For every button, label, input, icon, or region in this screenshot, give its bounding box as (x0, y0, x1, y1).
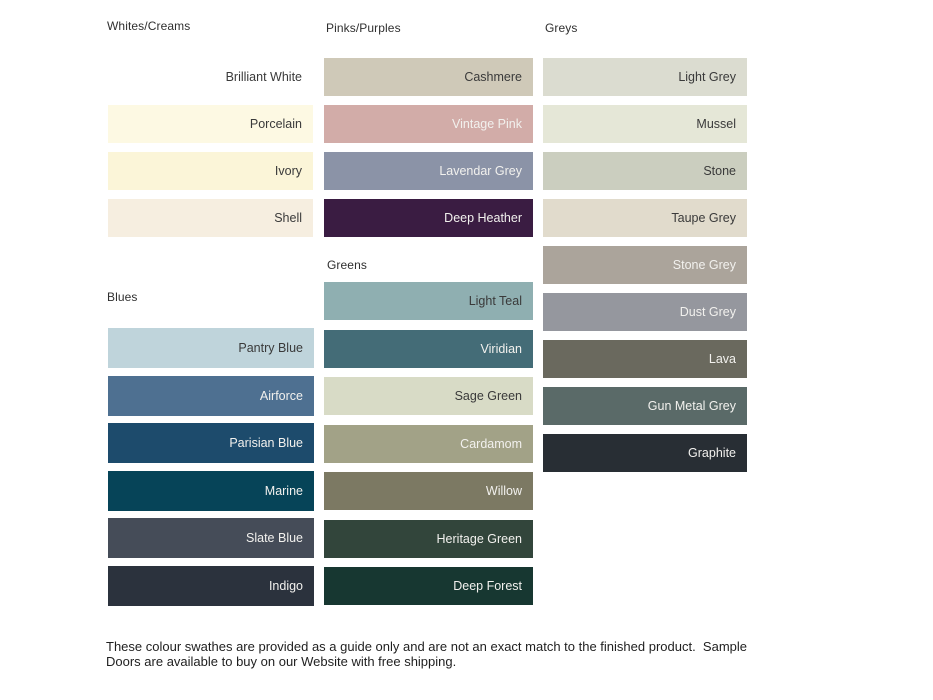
section-title-pinks-purples: Pinks/Purples (326, 21, 401, 35)
swatch-stack-greys: Light Grey Mussel Stone Taupe Grey Stone Gre… (543, 58, 747, 472)
swatch-porcelain: Porcelain (108, 105, 313, 143)
swatch-deep-heather: Deep Heather (324, 199, 533, 237)
swatch-label: Indigo (268, 578, 303, 593)
swatch-label: Ivory (274, 164, 302, 178)
swatch-label: Parisian Blue (229, 436, 303, 450)
swatch-label: Vintage Pink (452, 117, 522, 131)
swatch-ivory: Ivory (108, 152, 313, 190)
section-title-greens: Greens (327, 258, 367, 272)
swatch-cardamom: Cardamom (324, 424, 533, 463)
swatch-label: Graphite (688, 446, 736, 460)
swatch-stack-blues: Pantry Blue Airforce Parisian Blue Marine Sl… (108, 328, 314, 606)
swatch-label: Cardamom (460, 436, 522, 451)
swatch-stack-greens: Light Teal Viridian Sage Green Cardamom Will… (324, 282, 533, 605)
swatch-gun-metal-grey: Gun Metal Grey (543, 387, 747, 425)
swatch-label: Heritage Green (436, 531, 522, 546)
swatch-light-grey: Light Grey (543, 58, 747, 96)
swatch-stack-whites-creams: Brilliant White Porcelain Ivory Shell (108, 58, 313, 237)
swatch-label: Lava (708, 352, 736, 366)
swatch-sage-green: Sage Green (324, 377, 533, 415)
footer-note-line-1: These colour swathes are provided as a g… (106, 639, 747, 654)
swatch-lava: Lava (543, 340, 747, 378)
swatch-deep-forest: Deep Forest (324, 567, 533, 605)
footer-note-line-2: Doors are available to buy on our Websit… (106, 654, 457, 669)
swatch-stone-grey: Stone Grey (543, 246, 747, 284)
swatch-label: Sage Green (454, 389, 522, 403)
swatch-shell: Shell (108, 199, 313, 237)
swatch-label: Dust Grey (679, 305, 736, 319)
swatch-lavendar-grey: Lavendar Grey (324, 152, 533, 190)
swatch-vintage-pink: Vintage Pink (324, 105, 533, 143)
swatch-stack-pinks-purples: Cashmere Vintage Pink Lavendar Grey Deep He… (324, 58, 533, 237)
swatch-marine: Marine (108, 470, 314, 511)
swatch-label: Lavendar Grey (439, 164, 522, 178)
swatch-label: Stone (703, 164, 736, 178)
section-title-greys: Greys (545, 21, 578, 35)
swatch-label: Gun Metal Grey (647, 399, 736, 413)
swatch-label: Brilliant White (225, 70, 302, 84)
swatch-label: Light Teal (468, 294, 522, 308)
swatch-label: Shell (274, 211, 302, 225)
swatch-label: Slate Blue (246, 531, 303, 545)
swatch-label: Light Grey (678, 70, 736, 84)
swatch-graphite: Graphite (543, 434, 747, 472)
swatch-indigo: Indigo (108, 565, 314, 606)
swatch-parisian-blue: Parisian Blue (108, 423, 314, 463)
section-title-whites-creams: Whites/Creams (107, 19, 191, 33)
swatch-label: Airforce (259, 388, 303, 403)
swatch-label: Deep Forest (453, 579, 522, 593)
swatch-label: Cashmere (464, 70, 522, 84)
swatch-mussel: Mussel (543, 105, 747, 143)
swatch-viridian: Viridian (324, 329, 533, 368)
swatch-label: Stone Grey (672, 258, 736, 272)
swatch-heritage-green: Heritage Green (324, 519, 533, 558)
swatch-dust-grey: Dust Grey (543, 293, 747, 331)
swatch-label: Porcelain (249, 117, 302, 131)
swatch-label: Taupe Grey (671, 211, 736, 225)
swatch-label: Marine (264, 483, 303, 498)
swatch-label: Pantry Blue (238, 341, 303, 355)
swatch-light-teal: Light Teal (324, 282, 533, 320)
swatch-taupe-grey: Taupe Grey (543, 199, 747, 237)
swatch-label: Willow (485, 484, 522, 498)
swatch-stone: Stone (543, 152, 747, 190)
swatch-label: Mussel (696, 117, 736, 131)
swatch-pantry-blue: Pantry Blue (108, 328, 314, 368)
swatch-airforce: Airforce (108, 375, 314, 416)
swatch-slate-blue: Slate Blue (108, 518, 314, 558)
swatch-brilliant-white: Brilliant White (108, 58, 313, 96)
swatch-willow: Willow (324, 472, 533, 510)
section-title-blues: Blues (107, 290, 138, 304)
swatch-label: Deep Heather (444, 211, 522, 225)
swatch-label: Viridian (480, 341, 522, 356)
footer-note: These colour swathes are provided as a g… (106, 639, 786, 669)
swatch-cashmere: Cashmere (324, 58, 533, 96)
